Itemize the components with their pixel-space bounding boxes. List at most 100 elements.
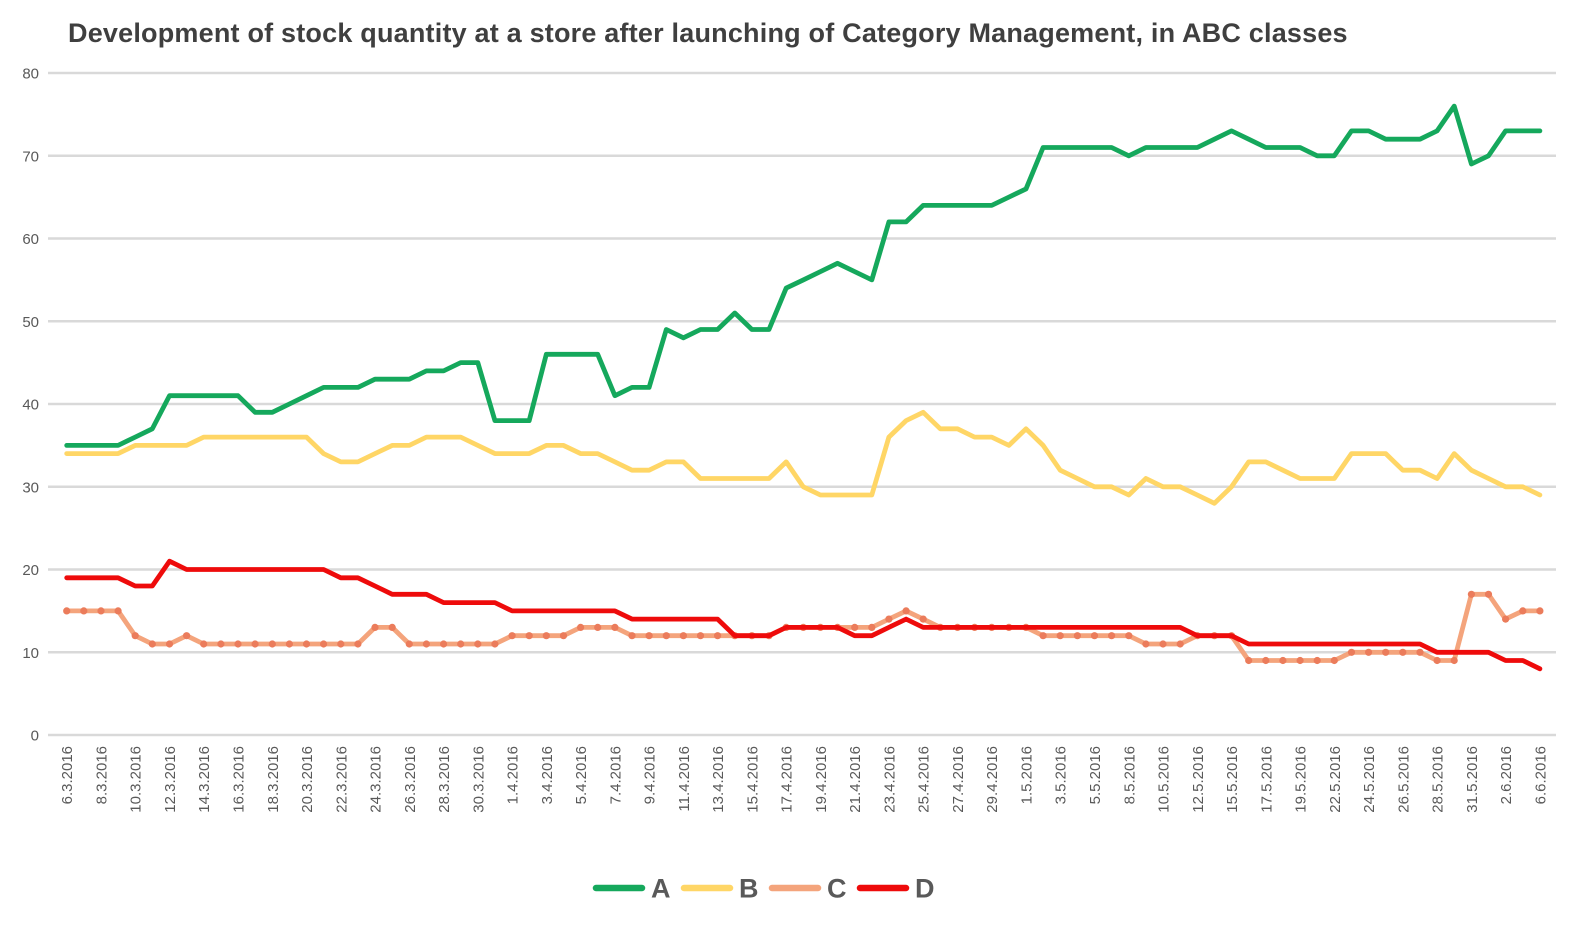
x-axis-label-3.4.2016: 3.4.2016 [539, 746, 556, 804]
series-C-marker [594, 623, 602, 632]
series-C-marker [542, 632, 550, 640]
series-C-marker [285, 640, 293, 648]
x-axis-label-5.4.2016: 5.4.2016 [573, 746, 590, 804]
x-axis-label-1.4.2016: 1.4.2016 [505, 746, 522, 804]
series-C-marker [1296, 656, 1304, 665]
y-axis-label-40: 40 [22, 397, 39, 414]
x-axis-label-3.5.2016: 3.5.2016 [1053, 746, 1070, 804]
x-axis-label-23.4.2016: 23.4.2016 [881, 746, 898, 813]
series-C-marker [337, 640, 345, 648]
series-C-marker [1245, 656, 1253, 665]
series-C-marker [97, 607, 105, 615]
series-C-marker [422, 640, 430, 648]
series-C-marker [1467, 590, 1475, 598]
x-axis-label-30.3.2016: 30.3.2016 [470, 746, 487, 813]
y-axis-label-30: 30 [22, 479, 39, 496]
series-C-marker [577, 623, 585, 632]
y-axis-label-0: 0 [31, 728, 39, 745]
series-C-marker [440, 640, 448, 648]
series-C-marker [148, 640, 156, 648]
series-C-marker [868, 623, 876, 632]
x-axis-label-18.3.2016: 18.3.2016 [265, 746, 282, 813]
x-axis-label-20.3.2016: 20.3.2016 [299, 746, 316, 813]
legend-label-D: D [915, 874, 935, 904]
x-axis-label-5.5.2016: 5.5.2016 [1087, 746, 1104, 804]
series-C-marker [474, 640, 482, 648]
series-C-marker [1125, 632, 1133, 640]
x-axis-label-28.3.2016: 28.3.2016 [436, 746, 453, 813]
series-C-marker [611, 623, 619, 632]
x-axis-label-17.4.2016: 17.4.2016 [779, 746, 796, 813]
series-C-marker [679, 632, 688, 640]
x-axis-label-9.4.2016: 9.4.2016 [642, 746, 659, 804]
x-axis-label-22.5.2016: 22.5.2016 [1327, 746, 1344, 813]
x-axis-label-14.3.2016: 14.3.2016 [196, 746, 213, 813]
series-C-marker [851, 623, 859, 632]
series-C-marker [63, 607, 71, 615]
series-C-marker [165, 640, 174, 648]
chart-title: Development of stock quantity at a store… [68, 18, 1348, 48]
series-C-marker [1159, 640, 1167, 648]
series-C-marker [1399, 648, 1407, 656]
series-C-marker [405, 640, 413, 648]
y-axis-label-80: 80 [22, 66, 39, 83]
series-C-marker [559, 632, 568, 640]
x-axis-label-10.5.2016: 10.5.2016 [1156, 746, 1173, 813]
series-B-line [64, 409, 1543, 506]
series-C-marker [1330, 656, 1338, 665]
x-axis-label-12.3.2016: 12.3.2016 [162, 746, 179, 813]
series-C-marker [371, 623, 379, 632]
series-C-marker [508, 632, 516, 640]
x-axis-label-11.4.2016: 11.4.2016 [676, 746, 693, 812]
legend-label-B: B [739, 874, 759, 904]
series-C-marker [1450, 656, 1458, 665]
series-C-marker [388, 623, 396, 632]
series-C-marker [320, 640, 328, 648]
series-C-marker [1484, 590, 1493, 598]
series-C-marker [1039, 632, 1047, 640]
y-axis-label-50: 50 [22, 314, 39, 331]
series-C-marker [1279, 656, 1287, 665]
series-C-marker [200, 640, 208, 648]
series-C-marker [234, 640, 242, 648]
series-C-marker [1365, 648, 1373, 656]
legend-label-C: C [827, 874, 847, 904]
series-C-marker [491, 640, 499, 648]
series-C-marker [885, 615, 893, 623]
series-C-marker [1347, 648, 1356, 656]
series-D-line [64, 558, 1543, 672]
series-C-marker [1433, 656, 1441, 665]
x-axis-label-12.5.2016: 12.5.2016 [1190, 746, 1207, 813]
series-C-marker [662, 632, 670, 640]
series-C-marker [1176, 640, 1184, 648]
x-axis-label-25.4.2016: 25.4.2016 [916, 746, 933, 813]
x-axis-label-8.3.2016: 8.3.2016 [93, 746, 110, 804]
series-C-marker [628, 632, 636, 640]
series-C-marker [268, 640, 276, 648]
series-C-marker [80, 607, 88, 615]
x-axis-label-26.3.2016: 26.3.2016 [402, 746, 419, 813]
series-C-marker [183, 632, 191, 640]
series-C-marker [1108, 632, 1116, 640]
x-axis-label-2.6.2016: 2.6.2016 [1498, 746, 1515, 804]
series-C-marker [714, 632, 722, 640]
series-C-marker [1519, 607, 1527, 615]
x-axis-label-10.3.2016: 10.3.2016 [128, 746, 145, 813]
series-C-marker [1056, 632, 1064, 640]
series-C-marker [354, 640, 362, 648]
series-C-marker [696, 632, 705, 640]
series-C-marker [902, 607, 910, 615]
series-C-marker [1262, 656, 1270, 665]
x-axis-label-19.5.2016: 19.5.2016 [1293, 746, 1310, 813]
y-axis-label-20: 20 [22, 562, 39, 579]
series-C-marker [919, 615, 927, 623]
series-C-marker [251, 640, 259, 648]
x-axis-label-1.5.2016: 1.5.2016 [1018, 746, 1035, 804]
x-axis-label-21.4.2016: 21.4.2016 [847, 746, 864, 813]
series-C-marker [1073, 632, 1081, 640]
x-axis-label-24.5.2016: 24.5.2016 [1361, 746, 1378, 813]
series-C-marker [525, 632, 533, 640]
series-C-marker [302, 640, 311, 648]
